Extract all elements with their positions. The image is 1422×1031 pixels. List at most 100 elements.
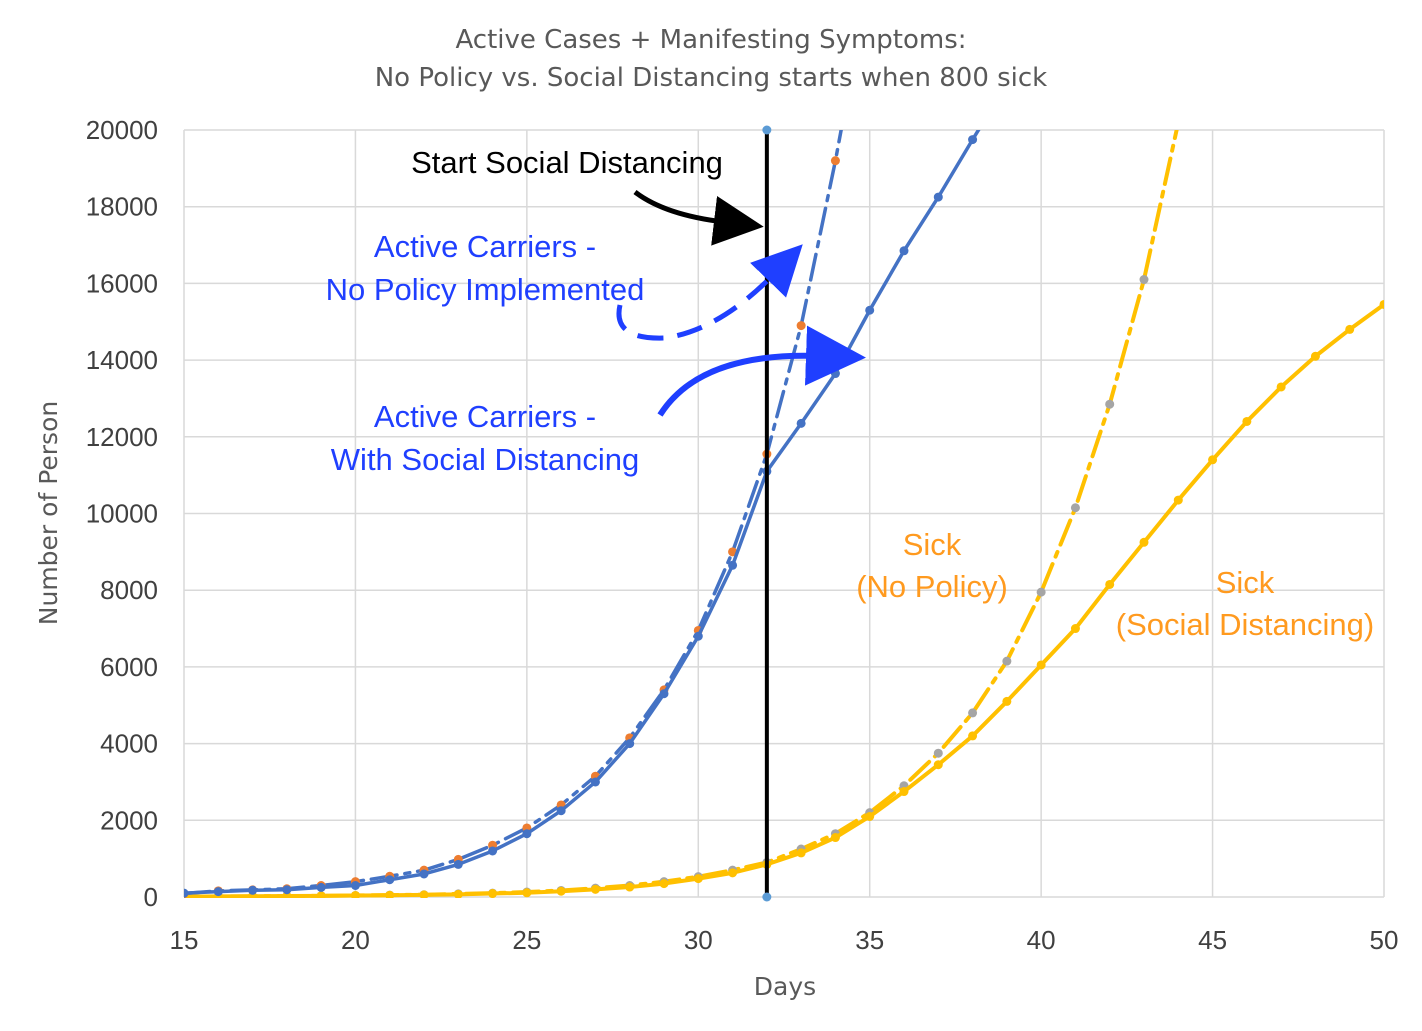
- data-point: [796, 418, 806, 428]
- y-axis-label: Number of Person: [34, 401, 63, 625]
- data-point: [1310, 351, 1320, 361]
- data-point: [796, 321, 806, 331]
- data-point: [1002, 656, 1012, 666]
- y-tick-label: 20000: [86, 115, 158, 145]
- data-point: [556, 806, 566, 816]
- x-axis-label: Days: [754, 972, 816, 1001]
- x-tick-label: 40: [1027, 925, 1056, 955]
- data-point: [522, 829, 532, 839]
- data-point: [968, 135, 978, 145]
- y-tick-label: 18000: [86, 192, 158, 222]
- x-tick-label: 35: [855, 925, 884, 955]
- series-line: [184, 130, 1179, 898]
- data-point: [625, 882, 635, 892]
- series-layer: [184, 118, 1384, 898]
- x-tick-label: 20: [341, 925, 370, 955]
- data-point: [1070, 503, 1080, 513]
- data-point: [316, 891, 326, 898]
- data-point: [968, 708, 978, 718]
- data-point: [796, 848, 806, 858]
- data-point: [522, 888, 532, 898]
- x-axis-ticks: 15 20 25 30 35 40 45 50: [170, 925, 1399, 955]
- annotation-start-social-distancing: Start Social Distancing: [411, 145, 723, 180]
- data-point: [865, 811, 875, 821]
- data-point: [590, 884, 600, 894]
- data-point: [488, 846, 498, 856]
- y-tick-label: 10000: [86, 499, 158, 529]
- arrow-carriers-social: [657, 325, 866, 417]
- data-point: [385, 875, 395, 885]
- y-axis-ticks: 0 2000 4000 6000 8000 10000 12000 14000 16000 180…: [86, 115, 158, 912]
- annotation-sick-social-line1: Sick: [1216, 565, 1275, 600]
- data-point: [659, 879, 669, 889]
- data-point: [419, 869, 429, 879]
- data-point: [728, 868, 738, 878]
- data-point: [933, 748, 943, 758]
- data-point: [1036, 660, 1046, 670]
- x-tick-label: 45: [1198, 925, 1227, 955]
- data-point: [968, 731, 978, 741]
- data-point: [830, 369, 840, 379]
- data-point: [933, 760, 943, 770]
- data-point: [248, 885, 258, 895]
- data-point: [933, 192, 943, 202]
- y-tick-label: 14000: [86, 345, 158, 375]
- annotation-sick-social-line2: (Social Distancing): [1116, 607, 1374, 642]
- y-tick-label: 12000: [86, 422, 158, 452]
- data-point: [1139, 537, 1149, 547]
- data-point: [625, 739, 635, 749]
- annotation-carriers-nopolicy-line2: No Policy Implemented: [326, 272, 645, 307]
- data-point: [1379, 299, 1384, 309]
- chart-subtitle: No Policy vs. Social Distancing starts w…: [375, 63, 1048, 93]
- data-point: [659, 689, 669, 699]
- y-tick-label: 16000: [86, 268, 158, 298]
- data-point: [1105, 399, 1115, 409]
- arrow-start-social-distancing: [633, 190, 764, 246]
- arrow-carriers-nopolicy: [616, 244, 803, 341]
- grid-lines: [183, 129, 1385, 898]
- annotation-carriers-nopolicy-line1: Active Carriers -: [374, 229, 596, 264]
- data-point: [1173, 495, 1183, 505]
- x-tick-label: 15: [170, 925, 199, 955]
- series-sick-nopolicy: [184, 118, 1183, 898]
- y-tick-label: 4000: [100, 729, 158, 759]
- data-point: [350, 881, 360, 890]
- data-point: [453, 889, 463, 898]
- data-point: [1345, 324, 1355, 334]
- data-point: [419, 890, 429, 898]
- data-point: [693, 631, 703, 641]
- annotation-carriers-social-line1: Active Carriers -: [374, 399, 596, 434]
- annotation-carriers-social-line2: With Social Distancing: [331, 442, 639, 477]
- y-tick-label: 2000: [100, 805, 158, 835]
- data-point: [899, 246, 909, 256]
- y-tick-label: 6000: [100, 652, 158, 682]
- data-point: [1242, 416, 1252, 426]
- data-point: [453, 859, 463, 869]
- y-tick-label: 0: [144, 882, 158, 912]
- data-point: [830, 156, 840, 166]
- x-tick-label: 50: [1370, 925, 1399, 955]
- data-point: [350, 890, 360, 898]
- data-point: [213, 887, 223, 897]
- data-point: [1105, 579, 1115, 589]
- data-point: [830, 833, 840, 843]
- data-point: [1070, 624, 1080, 634]
- data-point: [1208, 455, 1218, 465]
- data-point: [1002, 696, 1012, 706]
- data-point: [1276, 382, 1286, 392]
- data-point: [865, 305, 875, 315]
- data-point: [184, 888, 189, 898]
- data-point: [385, 890, 395, 898]
- series-carriers-social: [184, 130, 981, 898]
- data-point: [282, 885, 292, 895]
- data-point: [316, 882, 326, 892]
- data-point: [693, 874, 703, 884]
- vline-point-top: [762, 125, 772, 135]
- data-point: [899, 787, 909, 797]
- annotation-sick-nopolicy-line1: Sick: [903, 527, 962, 562]
- y-tick-label: 8000: [100, 575, 158, 605]
- series-line: [184, 302, 1384, 898]
- data-point: [1174, 118, 1183, 127]
- chart-title: Active Cases + Manifesting Symptoms:: [455, 25, 966, 55]
